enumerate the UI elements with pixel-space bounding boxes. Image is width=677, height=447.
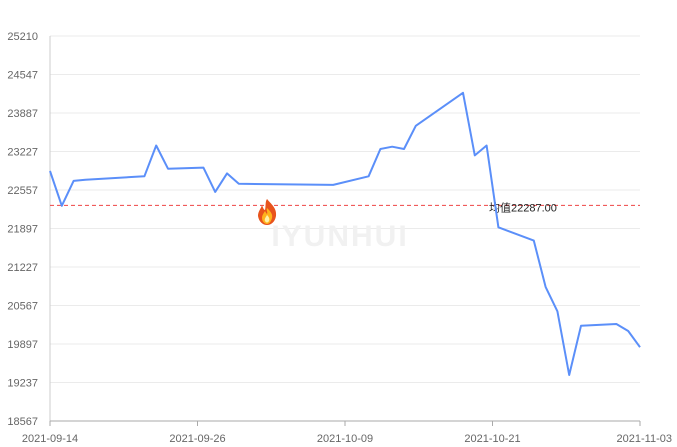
data-point	[639, 346, 641, 348]
data-point	[61, 205, 63, 207]
data-point	[415, 125, 417, 127]
data-point	[533, 240, 535, 242]
x-axis-ticks: 2021-09-14 2021-09-26 2021-10-09 2021-10-21…	[22, 421, 672, 445]
x-tick-label: 2021-09-26	[169, 433, 225, 445]
y-tick-label: 21227	[7, 262, 38, 274]
data-point	[49, 170, 51, 172]
data-point	[497, 226, 499, 228]
y-axis-ticks: 25210 24547 23887 23227 22557 21897 21227 20567…	[7, 31, 38, 428]
data-point	[214, 191, 216, 193]
gridlines	[50, 35, 640, 383]
data-point	[84, 179, 86, 181]
fire-icon	[258, 199, 277, 225]
x-tick-label: 2021-10-21	[464, 433, 520, 445]
x-tick-label: 2021-09-14	[22, 433, 78, 445]
data-point	[155, 145, 157, 147]
series-layer	[49, 91, 641, 376]
x-tick-label: 2021-10-09	[317, 433, 373, 445]
y-tick-label: 18567	[7, 416, 38, 428]
data-point	[143, 175, 145, 177]
y-tick-label: 23887	[7, 108, 38, 120]
y-tick-label: 24547	[7, 70, 38, 82]
data-point	[332, 184, 334, 186]
data-point	[403, 148, 405, 150]
data-point	[627, 330, 629, 332]
data-point	[462, 92, 464, 94]
y-tick-label: 25210	[7, 31, 38, 43]
y-tick-label: 22557	[7, 185, 38, 197]
series-line	[49, 91, 641, 376]
average-line-group: 均值22287.00	[50, 201, 640, 214]
data-point	[486, 145, 488, 147]
average-label: 均值22287.00	[489, 201, 557, 214]
data-point	[368, 175, 370, 177]
watermark-text: IYUNHUI	[271, 220, 408, 253]
data-point	[615, 323, 617, 325]
x-tick-label: 2021-11-03	[617, 433, 672, 445]
data-point	[167, 168, 169, 170]
data-point	[568, 374, 570, 376]
data-point	[202, 167, 204, 169]
data-point	[556, 310, 558, 312]
data-point	[391, 146, 393, 148]
y-tick-label: 23227	[7, 147, 38, 159]
data-point	[226, 172, 228, 174]
data-point	[238, 183, 240, 185]
y-tick-label: 19237	[7, 378, 38, 390]
y-tick-label: 21897	[7, 224, 38, 236]
y-tick-label: 19897	[7, 339, 38, 351]
data-point	[474, 154, 476, 156]
data-point	[73, 180, 75, 182]
y-tick-label: 20567	[7, 301, 38, 313]
data-point	[580, 325, 582, 327]
data-point	[545, 286, 547, 288]
data-point	[379, 148, 381, 150]
